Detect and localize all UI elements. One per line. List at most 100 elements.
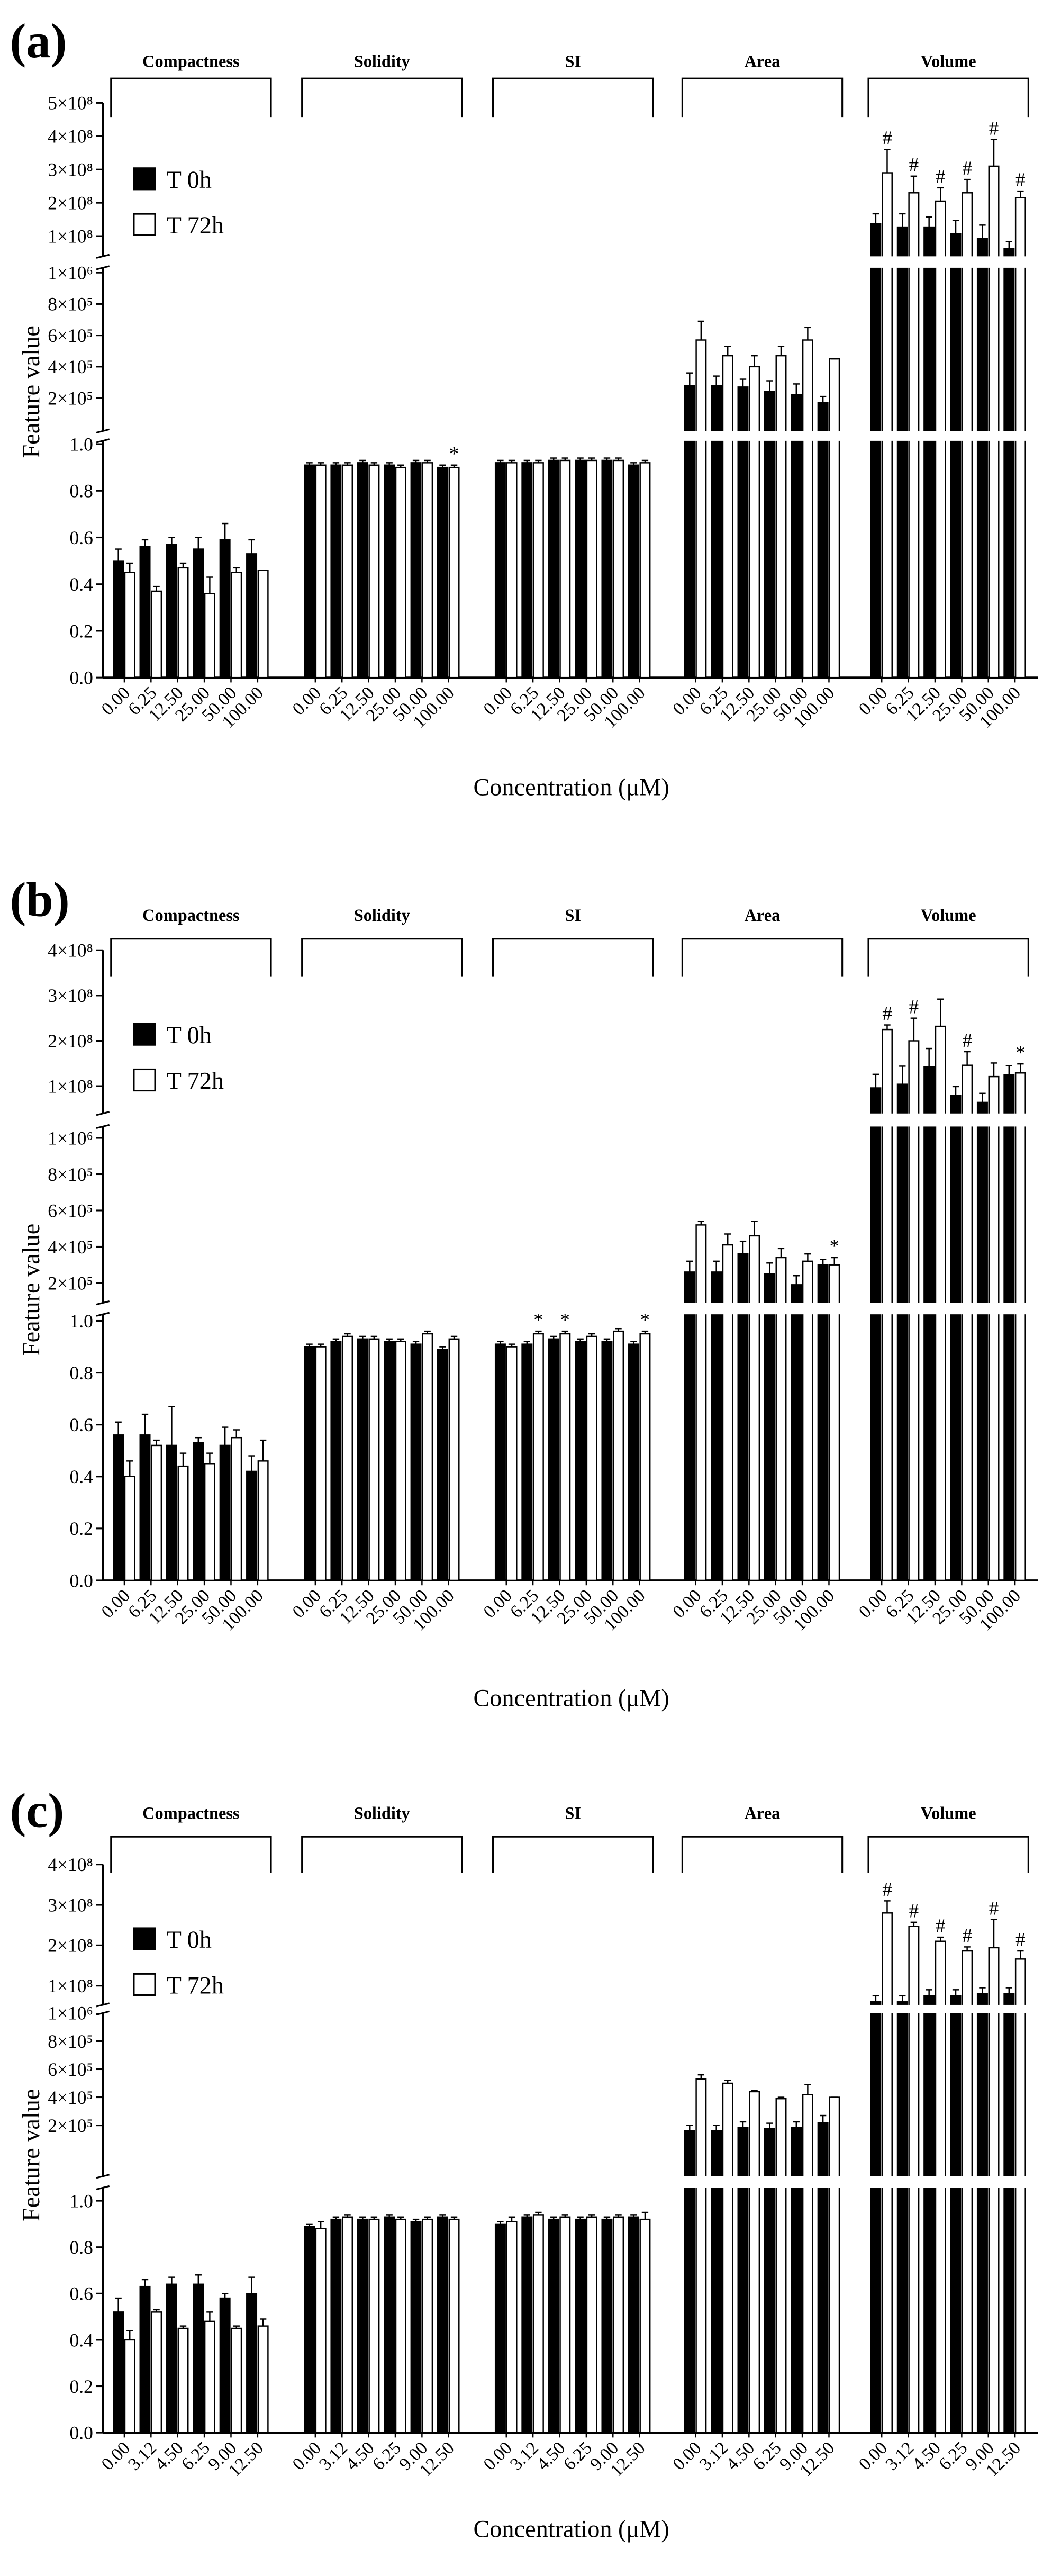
group-label: Area xyxy=(745,1804,781,1823)
group-label: Volume xyxy=(921,1804,976,1823)
y-tick-label: 0.2 xyxy=(69,1518,93,1539)
bar xyxy=(639,1333,651,1581)
legend-swatch xyxy=(133,1973,156,1996)
bar xyxy=(764,391,775,679)
y-tick-label: 2×10⁸ xyxy=(48,192,93,213)
bar xyxy=(166,2283,177,2434)
bar xyxy=(639,2218,651,2434)
bar xyxy=(246,1470,258,1581)
y-tick-label: 5×10⁸ xyxy=(48,93,93,114)
bar xyxy=(177,567,189,679)
bar xyxy=(923,1066,935,1581)
bar xyxy=(384,1341,395,1581)
break-mark xyxy=(96,428,110,433)
legend-label: T 72h xyxy=(167,1068,224,1095)
bar xyxy=(422,2218,433,2434)
group-bracket xyxy=(681,77,844,118)
group-label: Volume xyxy=(921,906,976,925)
bar xyxy=(177,2327,189,2434)
bar xyxy=(764,1273,775,1581)
bar xyxy=(177,1465,189,1581)
group-label: Volume xyxy=(921,52,976,71)
y-tick-label: 6×10⁵ xyxy=(48,1200,93,1221)
bar xyxy=(384,2216,395,2434)
bar xyxy=(231,2327,242,2434)
y-tick-label: 0.0 xyxy=(69,1570,93,1591)
bar xyxy=(124,2339,135,2434)
bar xyxy=(695,2078,707,2434)
group-bracket xyxy=(301,938,463,977)
panel-label: (a) xyxy=(10,14,67,68)
break-mark xyxy=(96,2185,110,2191)
bar xyxy=(586,2216,597,2434)
bar xyxy=(870,2001,882,2434)
y-tick-label: 4×10⁵ xyxy=(48,2087,93,2108)
group-bracket xyxy=(301,77,463,118)
group-label: Compactness xyxy=(142,52,239,71)
bar xyxy=(231,1436,242,1581)
legend-label: T 0h xyxy=(167,1927,212,1954)
group-label: SI xyxy=(565,906,581,925)
y-tick-label: 1×10⁶ xyxy=(48,1127,93,1149)
axis-break xyxy=(93,2176,1045,2188)
bar xyxy=(204,593,215,679)
y-tick-label: 8×10⁵ xyxy=(48,294,93,315)
bar xyxy=(559,2216,571,2434)
bar xyxy=(601,459,613,679)
legend-label: T 72h xyxy=(167,1972,224,1999)
y-tick-label: 3×10⁸ xyxy=(48,159,93,180)
legend-label: T 72h xyxy=(167,212,224,239)
bar xyxy=(695,1224,707,1581)
bar xyxy=(124,572,135,679)
break-mark xyxy=(96,1300,110,1306)
bar xyxy=(737,2127,749,2434)
bar xyxy=(950,1995,962,2434)
significance-mark: # xyxy=(936,166,946,188)
bar xyxy=(422,1333,433,1581)
group-bracket xyxy=(492,77,654,118)
legend-label: T 0h xyxy=(167,167,212,194)
bar xyxy=(548,1338,559,1581)
bar xyxy=(613,1330,624,1581)
bar xyxy=(628,2216,639,2434)
bar xyxy=(575,1341,586,1581)
x-axis-label: Concentration (μM) xyxy=(473,2516,669,2543)
significance-mark: # xyxy=(1015,169,1026,191)
bar xyxy=(802,339,813,679)
y-tick-label: 0.8 xyxy=(69,2237,93,2258)
bar xyxy=(330,464,342,679)
bar xyxy=(139,2285,151,2434)
break-mark xyxy=(96,438,110,444)
bar xyxy=(395,466,406,679)
bar xyxy=(711,2130,722,2434)
bar xyxy=(802,1260,813,1581)
y-axis-label: Feature value xyxy=(18,1224,45,1356)
y-axis-label: Feature value xyxy=(18,326,45,458)
bar xyxy=(532,2214,544,2434)
bar xyxy=(395,2218,406,2434)
group-bracket xyxy=(867,77,1029,118)
significance-mark: # xyxy=(909,996,919,1018)
y-tick-label: 6×10⁵ xyxy=(48,325,93,346)
bar xyxy=(882,172,893,679)
bar xyxy=(559,1333,571,1581)
y-tick-label: 1.0 xyxy=(69,1310,93,1332)
group-bracket xyxy=(301,1836,463,1873)
bar xyxy=(684,2130,695,2434)
bar xyxy=(304,1346,315,1581)
bar xyxy=(749,366,760,679)
bar xyxy=(737,386,749,679)
bar xyxy=(437,466,448,679)
axis-break xyxy=(93,256,1045,268)
bar xyxy=(870,1087,882,1581)
group-label: Solidity xyxy=(354,52,410,71)
bar xyxy=(219,539,231,679)
y-tick-label: 3×10⁸ xyxy=(48,1894,93,1915)
significance-mark: # xyxy=(909,1901,919,1922)
significance-mark: # xyxy=(1015,1929,1026,1951)
bar xyxy=(548,2218,559,2434)
bar xyxy=(1003,248,1015,679)
bar xyxy=(749,1235,760,1581)
group-bracket xyxy=(681,1836,844,1873)
bar xyxy=(246,553,258,679)
